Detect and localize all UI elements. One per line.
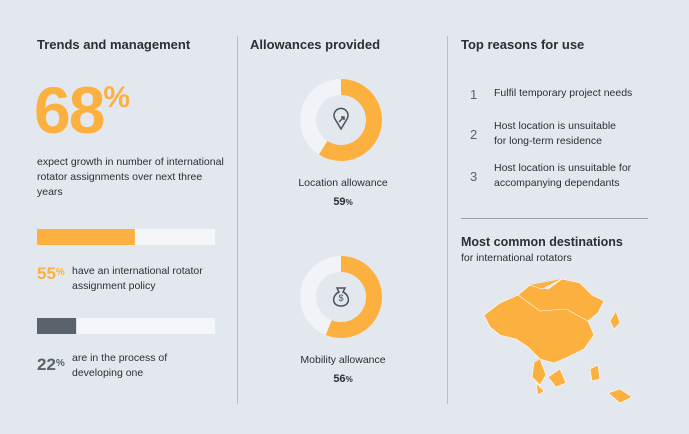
unit: % <box>55 267 65 278</box>
donut-arc <box>300 256 382 338</box>
stat-text: expect growth in number of international… <box>37 156 224 198</box>
bar-value: 22% <box>37 355 65 375</box>
donut-charts: $ <box>300 79 382 338</box>
location-icon <box>333 107 349 131</box>
donut-label: Location allowance <box>298 177 388 189</box>
reason-number: 2 <box>470 127 478 142</box>
stat: 68% <box>34 72 130 148</box>
donut-value: 59% <box>293 196 393 208</box>
section-title: Trends and management <box>37 37 191 52</box>
reason-number: 3 <box>470 169 478 184</box>
bar-chart <box>37 229 215 334</box>
donut-value: 56% <box>293 373 393 385</box>
map <box>483 278 633 404</box>
reason-text: Host location is unsuitable for long-ter… <box>494 120 616 147</box>
unit: % <box>55 358 65 369</box>
reason-text: Host location is unsuitable for accompan… <box>494 162 632 189</box>
bar-text: are in the process of developing one <box>72 352 168 379</box>
bar-value: 55% <box>37 264 65 284</box>
value: 56 <box>333 373 346 385</box>
bar <box>37 318 77 334</box>
unit: % <box>345 375 353 384</box>
donut-arc <box>300 79 382 161</box>
subtitle: for international rotators <box>461 252 572 264</box>
divider <box>237 36 238 404</box>
section-title: Allowances provided <box>250 37 381 52</box>
separator <box>461 218 648 219</box>
reason-text: Fulfil temporary project needs <box>494 87 633 99</box>
divider <box>447 36 448 404</box>
bar-track <box>37 318 215 334</box>
bar <box>37 229 135 245</box>
value: 59 <box>333 196 346 208</box>
value: 22 <box>37 355 56 374</box>
section-title: Most common destinations <box>461 235 623 249</box>
reason-number: 1 <box>470 87 478 102</box>
svg-text:$: $ <box>338 293 343 303</box>
bar-text: have an international rotator assignment… <box>72 265 203 292</box>
unit: % <box>345 198 353 207</box>
money-icon: $ <box>332 287 350 307</box>
value: 55 <box>37 264 56 283</box>
stat-value: 68 <box>34 73 105 147</box>
section-title: Top reasons for use <box>461 37 585 52</box>
stat-unit: % <box>103 81 131 114</box>
donut-label: Mobility allowance <box>300 354 386 366</box>
